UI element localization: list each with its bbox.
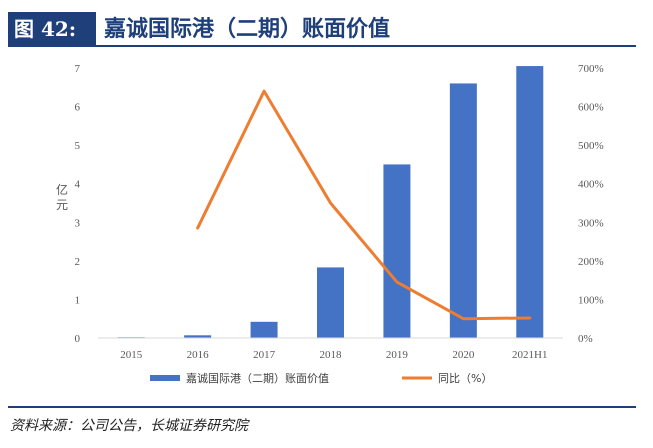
y2-tick-label: 300% [578, 217, 604, 229]
x-tick-label: 2017 [253, 349, 276, 361]
y-tick-label: 6 [75, 102, 81, 114]
y-tick-label: 4 [75, 179, 81, 191]
y-tick-label: 1 [75, 294, 81, 306]
x-tick-label: 2021H1 [512, 349, 547, 361]
chart: 2015 2016 2017 2018 2019 2020 2021H1 01234567 … [56, 63, 604, 385]
x-axis: 2015 2016 2017 2018 2019 2020 2021H1 [98, 337, 563, 361]
legend-bar-swatch [150, 375, 180, 381]
legend: 嘉诚国际港（二期）账面价值 同比（%） [150, 371, 492, 385]
bar-2021H1 [516, 66, 544, 339]
figure-title: 嘉诚国际港（二期）账面价值 [104, 16, 391, 42]
bar-2020 [449, 83, 477, 338]
source-note: 资料来源：公司公告，长城证券研究院 [10, 418, 248, 434]
y2-tick-label: 500% [578, 140, 604, 152]
y-axis-right: 0% 100% 200% 300% 400% 500% 600% 700% [578, 63, 604, 345]
header-divider [8, 45, 636, 47]
figure-header: 图 42: 嘉诚国际港（二期）账面价值 [8, 8, 636, 46]
bar-2019 [383, 164, 411, 338]
y-tick-label: 5 [75, 140, 81, 152]
line-series [196, 89, 532, 321]
figure-label: 图 42: [8, 12, 96, 46]
y-axis-title-char: 元 [56, 198, 68, 212]
y-tick-label: 2 [75, 256, 81, 268]
bar-2018 [317, 267, 344, 338]
y-tick-label: 3 [75, 217, 81, 229]
legend-line-label: 同比（%） [438, 372, 492, 385]
bar-series [117, 66, 544, 339]
x-tick-label: 2020 [452, 349, 475, 361]
yoy-line [196, 89, 532, 321]
y-tick-label: 0 [75, 333, 81, 345]
footer-divider [8, 406, 636, 408]
x-tick-label: 2018 [320, 349, 343, 361]
y-axis-title: 亿元 [56, 182, 68, 212]
x-tick-label: 2016 [187, 349, 210, 361]
x-tick-label: 2019 [386, 349, 409, 361]
bar-2017 [250, 321, 278, 338]
y2-tick-label: 0% [578, 333, 593, 345]
y2-tick-label: 200% [578, 256, 604, 268]
y2-tick-label: 400% [578, 179, 604, 191]
y2-tick-label: 600% [578, 102, 604, 114]
legend-bar-label: 嘉诚国际港（二期）账面价值 [186, 371, 329, 385]
x-tick-label: 2015 [120, 349, 143, 361]
y-axis-left: 0 1 2 3 4 5 6 7 [75, 63, 81, 345]
bar-2016 [184, 335, 212, 338]
y-tick-label: 7 [75, 63, 81, 75]
y2-tick-label: 100% [578, 294, 604, 306]
y2-tick-label: 700% [578, 63, 604, 75]
y-axis-title-char: 亿 [56, 182, 68, 197]
